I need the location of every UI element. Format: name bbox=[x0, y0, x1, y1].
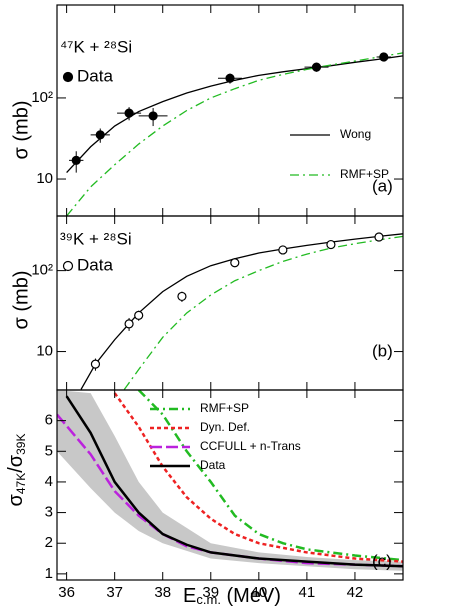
legend-label: Wong bbox=[340, 127, 371, 141]
legend-marker bbox=[62, 71, 74, 83]
x-axis-label-part: (MeV) bbox=[221, 585, 281, 607]
data-point bbox=[124, 319, 134, 329]
panel bbox=[66, 52, 403, 216]
y-tick-label: 3 bbox=[45, 504, 53, 521]
x-tick-label: 39 bbox=[202, 584, 219, 601]
data-point bbox=[278, 245, 288, 255]
data-point bbox=[95, 130, 105, 140]
y-axis-label: σ (mb) bbox=[10, 270, 32, 329]
y-tick-label: 2 bbox=[45, 534, 53, 551]
x-axis-label-part: E bbox=[183, 585, 196, 607]
y-tick-label: 1 bbox=[45, 565, 53, 582]
data-point bbox=[148, 111, 158, 121]
y-tick-label: 10 bbox=[36, 170, 53, 187]
curve bbox=[123, 235, 403, 390]
panel bbox=[57, 390, 403, 571]
x-tick-label: 40 bbox=[250, 584, 267, 601]
data-point bbox=[311, 62, 322, 72]
y-axis-label-part: /σ bbox=[5, 454, 27, 473]
legend-label: Data bbox=[200, 458, 226, 472]
y-tick-label: 5 bbox=[45, 442, 53, 459]
x-axis-label-part: c.m. bbox=[196, 592, 221, 607]
y-tick-label: 10² bbox=[31, 262, 53, 279]
data-point bbox=[230, 258, 240, 268]
x-tick-label: 37 bbox=[106, 584, 123, 601]
reaction-label: ⁴⁷K + ²⁸Si bbox=[60, 37, 132, 56]
data-point bbox=[225, 73, 235, 83]
legend-label: CCFULL + n-Trans bbox=[200, 439, 301, 453]
legend-label: Data bbox=[77, 66, 113, 85]
legend-label: RMF+SP bbox=[340, 167, 389, 181]
legend-marker bbox=[62, 260, 74, 272]
data-point bbox=[90, 359, 101, 369]
curve bbox=[66, 52, 403, 216]
x-tick-label: 38 bbox=[154, 584, 171, 601]
curve bbox=[66, 55, 403, 174]
x-tick-label: 42 bbox=[347, 584, 364, 601]
x-tick-label: 41 bbox=[299, 584, 316, 601]
data-point bbox=[379, 52, 389, 62]
data-point bbox=[177, 291, 187, 302]
curve bbox=[80, 233, 403, 390]
data-point bbox=[124, 108, 134, 118]
data-point bbox=[71, 155, 81, 165]
x-axis-label: Ec.m. (MeV) bbox=[183, 585, 281, 607]
y-axis-label: σ (mb) bbox=[10, 100, 32, 159]
y-axis-label: σ47K/σ39K bbox=[5, 434, 28, 507]
panel-label: (b) bbox=[372, 341, 393, 360]
panel bbox=[80, 233, 403, 390]
panel-label: (a) bbox=[372, 176, 393, 195]
legend-label: RMF+SP bbox=[200, 401, 249, 415]
legend-label: Data bbox=[77, 255, 113, 274]
panel-label: (c) bbox=[372, 551, 392, 570]
frame bbox=[56, 389, 404, 581]
uncertainty-band bbox=[57, 390, 403, 571]
legend-label: Dyn. Def. bbox=[200, 420, 250, 434]
y-tick-label: 10² bbox=[31, 89, 53, 106]
y-tick-label: 6 bbox=[45, 412, 53, 429]
data-point bbox=[326, 239, 336, 250]
y-axis-label-part: σ bbox=[5, 493, 27, 506]
curve bbox=[65, 395, 403, 568]
curve bbox=[137, 390, 403, 562]
reaction-label: ³⁹K + ²⁸Si bbox=[60, 229, 132, 248]
y-tick-label: 4 bbox=[45, 473, 53, 490]
x-tick-label: 36 bbox=[58, 584, 75, 601]
data-point bbox=[134, 310, 144, 320]
y-tick-label: 10 bbox=[36, 343, 53, 360]
data-point bbox=[374, 232, 384, 242]
y-axis-label-part: 39K bbox=[14, 434, 28, 455]
y-axis-label-part: 47K bbox=[14, 473, 28, 494]
